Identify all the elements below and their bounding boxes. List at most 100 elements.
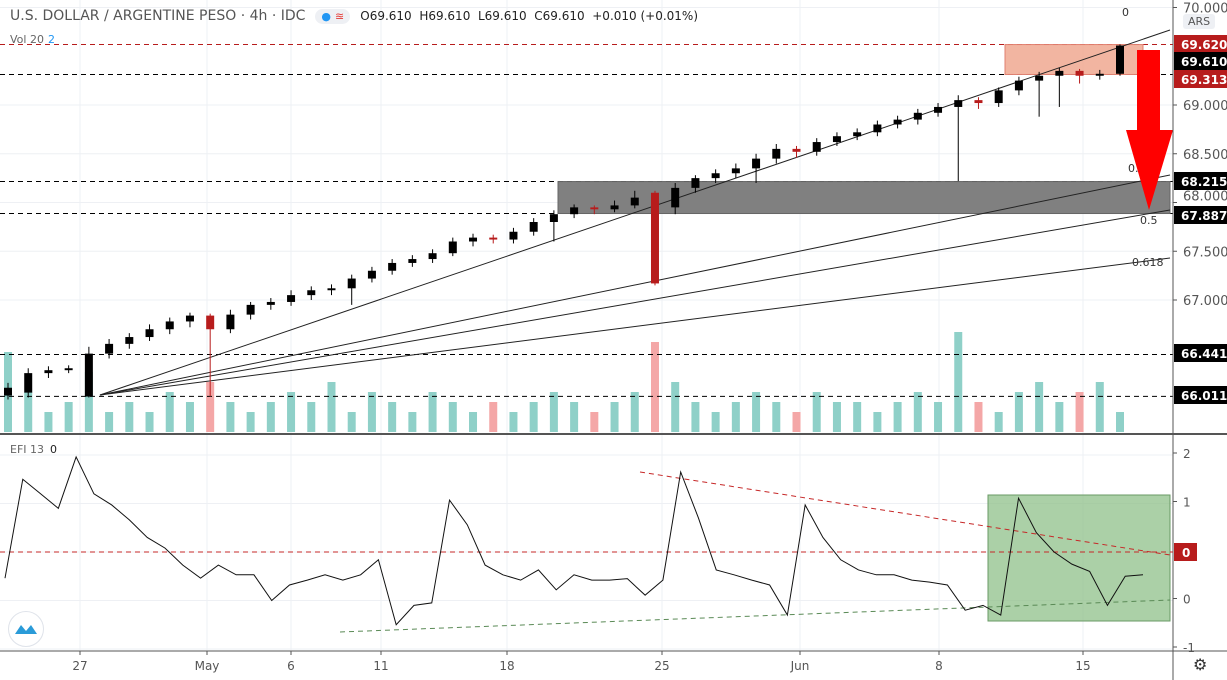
price-label-text: 69.610 <box>1181 55 1227 69</box>
candle-body <box>529 222 538 232</box>
volume-bar <box>428 392 437 432</box>
volume-bar <box>772 402 781 432</box>
time-tick-label: 15 <box>1075 659 1090 673</box>
time-tick-label: 25 <box>654 659 669 673</box>
volume-bar <box>792 412 801 432</box>
candle-body <box>1116 45 1124 74</box>
candle-body <box>1055 70 1064 76</box>
candle-body <box>408 259 417 263</box>
candle-body <box>347 278 356 289</box>
price-label-text: 69.313 <box>1181 73 1227 87</box>
fib-fan-label: 0.618 <box>1132 256 1164 269</box>
price-tick-label: 68.000 <box>1183 190 1227 205</box>
volume-bar <box>165 392 174 432</box>
volume-legend-value: 2 <box>47 33 55 46</box>
candle-body <box>1095 73 1104 76</box>
volume-bar <box>448 402 457 432</box>
volume-bar <box>590 412 599 432</box>
volume-bar <box>1095 382 1104 432</box>
fib-fan-line <box>99 29 1171 396</box>
volume-bar <box>994 412 1003 432</box>
currency-badge[interactable]: ARS <box>1183 14 1216 29</box>
candle-body <box>731 168 740 174</box>
volume-legend[interactable]: Vol 20 2 <box>10 33 55 46</box>
price-label-text: 68.215 <box>1181 175 1227 189</box>
volume-bar <box>691 402 700 432</box>
candle-body <box>125 337 134 344</box>
time-tick-label: 27 <box>72 659 87 673</box>
efi-legend-label: EFI 13 <box>10 443 45 456</box>
candle-body <box>832 136 841 143</box>
volume-bar <box>367 392 376 432</box>
price-tick-label: 69.000 <box>1183 99 1227 114</box>
candle-body <box>711 173 720 179</box>
delay-icon: ≊ <box>335 9 345 23</box>
tradingview-logo[interactable] <box>8 611 44 647</box>
candle-body <box>428 253 437 260</box>
market-status-pill[interactable]: ● ≊ <box>315 8 351 24</box>
efi-line <box>4 455 1144 626</box>
price-label-text: 66.441 <box>1181 347 1227 361</box>
price-label-text: 69.620 <box>1181 38 1227 52</box>
price-label-badge <box>1174 35 1227 53</box>
candle-body <box>185 315 194 322</box>
volume-bar <box>287 392 296 432</box>
globe-icon: ● <box>321 9 332 23</box>
volume-bar <box>84 372 93 432</box>
volume-bar <box>650 342 659 432</box>
candle-body <box>367 270 376 279</box>
time-tick-label: 11 <box>373 659 388 673</box>
volume-bar <box>893 402 902 432</box>
time-tick-label: Jun <box>790 659 810 673</box>
efi-legend-value: 0 <box>50 443 58 456</box>
efi-support-trendline <box>339 599 1171 633</box>
efi-legend[interactable]: EFI 13 0 <box>10 443 57 456</box>
price-label-badge <box>1174 386 1227 404</box>
candle-body <box>549 214 558 222</box>
price-tick-label: 67.000 <box>1183 294 1227 309</box>
volume-legend-label: Vol 20 <box>10 33 44 46</box>
candle-body <box>226 314 235 330</box>
fib-fan-line <box>99 209 1171 396</box>
volume-bar <box>24 392 33 432</box>
candle-body <box>974 100 983 104</box>
volume-bar <box>44 412 53 432</box>
candle-body <box>64 368 73 371</box>
candle-body <box>206 315 215 330</box>
price-label-badge <box>1174 172 1227 190</box>
volume-bar <box>1075 392 1084 432</box>
candle-body <box>105 343 114 354</box>
volume-bar <box>873 412 882 432</box>
volume-bar <box>671 382 680 432</box>
volume-bar <box>812 392 821 432</box>
volume-bar <box>347 412 356 432</box>
symbol-title[interactable]: U.S. DOLLAR / ARGENTINE PESO · 4h · IDC <box>10 8 306 24</box>
time-tick-label: 6 <box>287 659 295 673</box>
candle-body <box>610 205 619 210</box>
efi-value-badge <box>1174 543 1197 561</box>
candle-body <box>469 237 478 242</box>
candle-body <box>307 290 316 296</box>
volume-bar <box>832 402 841 432</box>
volume-bar <box>974 402 983 432</box>
volume-bar <box>1035 382 1044 432</box>
candle-body <box>913 112 922 120</box>
candle-body <box>650 192 659 284</box>
volume-bar <box>185 402 194 432</box>
price-label-text: 67.887 <box>1181 209 1227 223</box>
volume-bar <box>469 412 478 432</box>
volume-bar <box>853 402 862 432</box>
candle-body <box>853 132 862 137</box>
support-zone-rect <box>557 181 1171 215</box>
candle-body <box>145 329 154 338</box>
candle-body <box>954 100 963 107</box>
settings-gear-icon[interactable]: ⚙ <box>1193 655 1208 674</box>
volume-bar <box>549 392 558 432</box>
time-tick-label: 18 <box>499 659 514 673</box>
price-tick-label: 68.500 <box>1183 148 1227 163</box>
candle-body <box>24 373 33 393</box>
candle-body <box>1014 80 1023 91</box>
volume-bar <box>570 402 579 432</box>
price-tick-label: 67.500 <box>1183 245 1227 260</box>
